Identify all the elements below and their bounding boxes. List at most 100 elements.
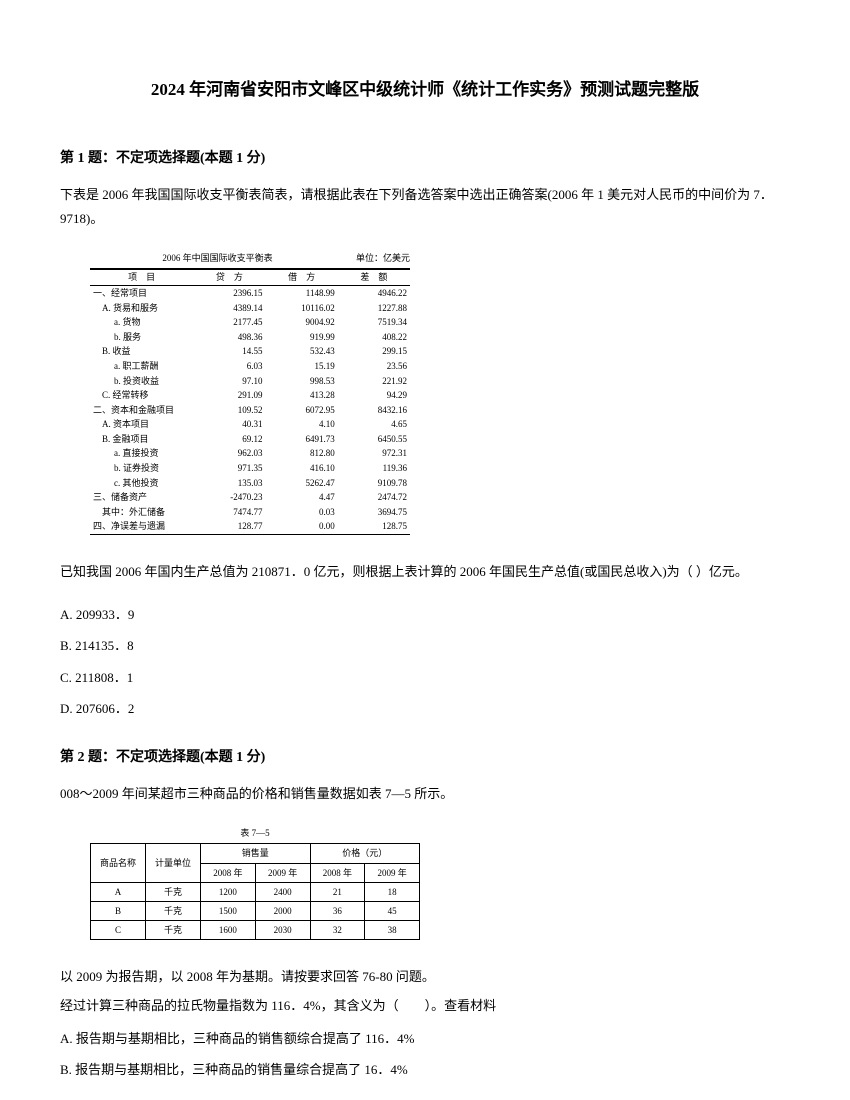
table-cell: 4.65: [338, 417, 410, 432]
table-cell: 36: [310, 901, 365, 920]
table-cell: 4946.22: [338, 285, 410, 300]
q1-option-d: D. 207606．2: [60, 697, 790, 720]
table-cell: 2030: [255, 921, 310, 940]
table-cell: 972.31: [338, 446, 410, 461]
table-cell: 10116.02: [265, 301, 337, 316]
q1-header: 第 1 题：不定项选择题(本题 1 分): [60, 146, 790, 171]
q1-option-c: C. 211808．1: [60, 666, 790, 689]
q2-data-table: 商品名称 计量单位 销售量 价格（元） 2008 年 2009 年 2008 年…: [90, 843, 420, 940]
q1-option-a: A. 209933．9: [60, 603, 790, 626]
table-cell: c. 其他投资: [90, 476, 193, 491]
q2-text2: 以 2009 为报告期，以 2008 年为基期。请按要求回答 76-80 问题。: [60, 965, 790, 990]
table-cell: 971.35: [193, 461, 265, 476]
table-cell: b. 服务: [90, 330, 193, 345]
table-cell: 其中：外汇储备: [90, 505, 193, 520]
q1-text2: 已知我国 2006 年国内生产总值为 210871．0 亿元，则根据上表计算的 …: [60, 560, 790, 585]
table-cell: 6450.55: [338, 432, 410, 447]
table-cell: 1500: [201, 901, 256, 920]
table-cell: C. 经常转移: [90, 388, 193, 403]
q2-options: A. 报告期与基期相比，三种商品的销售额综合提高了 116．4% B. 报告期与…: [60, 1027, 790, 1082]
table-cell: 812.80: [265, 446, 337, 461]
q1-th-1: 项 目: [90, 270, 193, 286]
table-cell: 23.56: [338, 359, 410, 374]
table-cell: 2400: [255, 882, 310, 901]
table-cell: 三、储备资产: [90, 490, 193, 505]
q2-text: 008～2009 年间某超市三种商品的价格和销售量数据如表 7—5 所示。: [60, 782, 790, 807]
table-cell: A: [91, 882, 146, 901]
table-cell: 21: [310, 882, 365, 901]
table-cell: 416.10: [265, 461, 337, 476]
table-cell: -2470.23: [193, 490, 265, 505]
table-cell: A. 资本项目: [90, 417, 193, 432]
table-cell: 532.43: [265, 344, 337, 359]
table-cell: 4.47: [265, 490, 337, 505]
table-cell: 97.10: [193, 374, 265, 389]
q2-th-name: 商品名称: [91, 844, 146, 882]
q2-th-sales: 销售量: [201, 844, 311, 863]
q1-options: A. 209933．9 B. 214135．8 C. 211808．1 D. 2…: [60, 603, 790, 721]
table-cell: 6491.73: [265, 432, 337, 447]
table-cell: 119.36: [338, 461, 410, 476]
table-cell: 408.22: [338, 330, 410, 345]
q2-table-title: 表 7—5: [90, 825, 420, 841]
table-cell: 四、净误差与遗漏: [90, 519, 193, 534]
table-cell: 6072.95: [265, 403, 337, 418]
page-title: 2024 年河南省安阳市文峰区中级统计师《统计工作实务》预测试题完整版: [60, 75, 790, 106]
table-cell: b. 证券投资: [90, 461, 193, 476]
table-cell: B. 收益: [90, 344, 193, 359]
q2-th-unit: 计量单位: [146, 844, 201, 882]
table-cell: 6.03: [193, 359, 265, 374]
table-cell: 0.03: [265, 505, 337, 520]
table-cell: a. 货物: [90, 315, 193, 330]
table-cell: 一、经常项目: [90, 285, 193, 300]
table-cell: 9109.78: [338, 476, 410, 491]
table-cell: 18: [365, 882, 420, 901]
table-cell: B. 金融项目: [90, 432, 193, 447]
table-cell: 128.77: [193, 519, 265, 534]
table-cell: 998.53: [265, 374, 337, 389]
table-cell: a. 直接投资: [90, 446, 193, 461]
q1-th-3: 借 方: [265, 270, 337, 286]
table-cell: C: [91, 921, 146, 940]
table-cell: 221.92: [338, 374, 410, 389]
table-cell: 7519.34: [338, 315, 410, 330]
table-cell: 千克: [146, 921, 201, 940]
q2-th-2008a: 2008 年: [201, 863, 256, 882]
table-cell: 二、资本和金融项目: [90, 403, 193, 418]
q2-table-container: 表 7—5 商品名称 计量单位 销售量 价格（元） 2008 年 2009 年 …: [90, 825, 790, 940]
q1-data-table: 项 目 贷 方 借 方 差 额 一、经常项目2396.151148.994946…: [90, 269, 410, 535]
q1-table-title: 2006 年中国国际收支平衡表: [90, 250, 345, 268]
table-cell: a. 职工薪酬: [90, 359, 193, 374]
table-cell: A. 货易和服务: [90, 301, 193, 316]
table-cell: 2177.45: [193, 315, 265, 330]
table-cell: 413.28: [265, 388, 337, 403]
table-cell: 291.09: [193, 388, 265, 403]
table-cell: 69.12: [193, 432, 265, 447]
table-cell: 135.03: [193, 476, 265, 491]
table-cell: 14.55: [193, 344, 265, 359]
q2-th-2008b: 2008 年: [310, 863, 365, 882]
table-cell: 7474.77: [193, 505, 265, 520]
table-cell: 15.19: [265, 359, 337, 374]
table-cell: 2474.72: [338, 490, 410, 505]
table-cell: 498.36: [193, 330, 265, 345]
table-cell: 2396.15: [193, 285, 265, 300]
table-cell: 962.03: [193, 446, 265, 461]
table-cell: 32: [310, 921, 365, 940]
table-cell: 94.29: [338, 388, 410, 403]
table-cell: 38: [365, 921, 420, 940]
q2-text3: 经过计算三种商品的拉氏物量指数为 116．4%，其含义为（ ）。查看材料: [60, 994, 790, 1019]
table-cell: 1227.88: [338, 301, 410, 316]
table-cell: 1200: [201, 882, 256, 901]
q2-header: 第 2 题：不定项选择题(本题 1 分): [60, 745, 790, 770]
table-cell: 千克: [146, 882, 201, 901]
table-cell: B: [91, 901, 146, 920]
table-cell: 0.00: [265, 519, 337, 534]
table-cell: 109.52: [193, 403, 265, 418]
table-cell: 3694.75: [338, 505, 410, 520]
table-cell: 4389.14: [193, 301, 265, 316]
q1-th-4: 差 额: [338, 270, 410, 286]
q2-th-2009b: 2009 年: [365, 863, 420, 882]
table-cell: 45: [365, 901, 420, 920]
table-cell: 40.31: [193, 417, 265, 432]
